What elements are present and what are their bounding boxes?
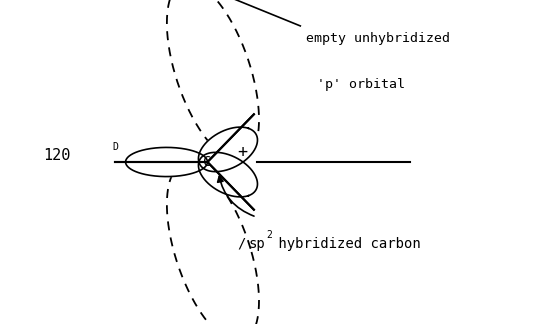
Text: 2: 2 bbox=[266, 230, 272, 240]
Text: 'p' orbital: 'p' orbital bbox=[317, 78, 405, 91]
Text: 120: 120 bbox=[44, 148, 71, 163]
Polygon shape bbox=[198, 127, 258, 172]
Polygon shape bbox=[167, 163, 259, 324]
Text: sp: sp bbox=[248, 237, 265, 250]
Text: D: D bbox=[112, 143, 118, 152]
Polygon shape bbox=[198, 152, 258, 197]
Text: hybridized carbon: hybridized carbon bbox=[270, 237, 421, 250]
Text: C: C bbox=[203, 155, 212, 169]
Polygon shape bbox=[126, 147, 207, 177]
Text: /: / bbox=[238, 237, 246, 250]
Text: empty unhybridized: empty unhybridized bbox=[306, 32, 450, 45]
Text: +: + bbox=[238, 143, 247, 161]
Polygon shape bbox=[167, 0, 259, 161]
